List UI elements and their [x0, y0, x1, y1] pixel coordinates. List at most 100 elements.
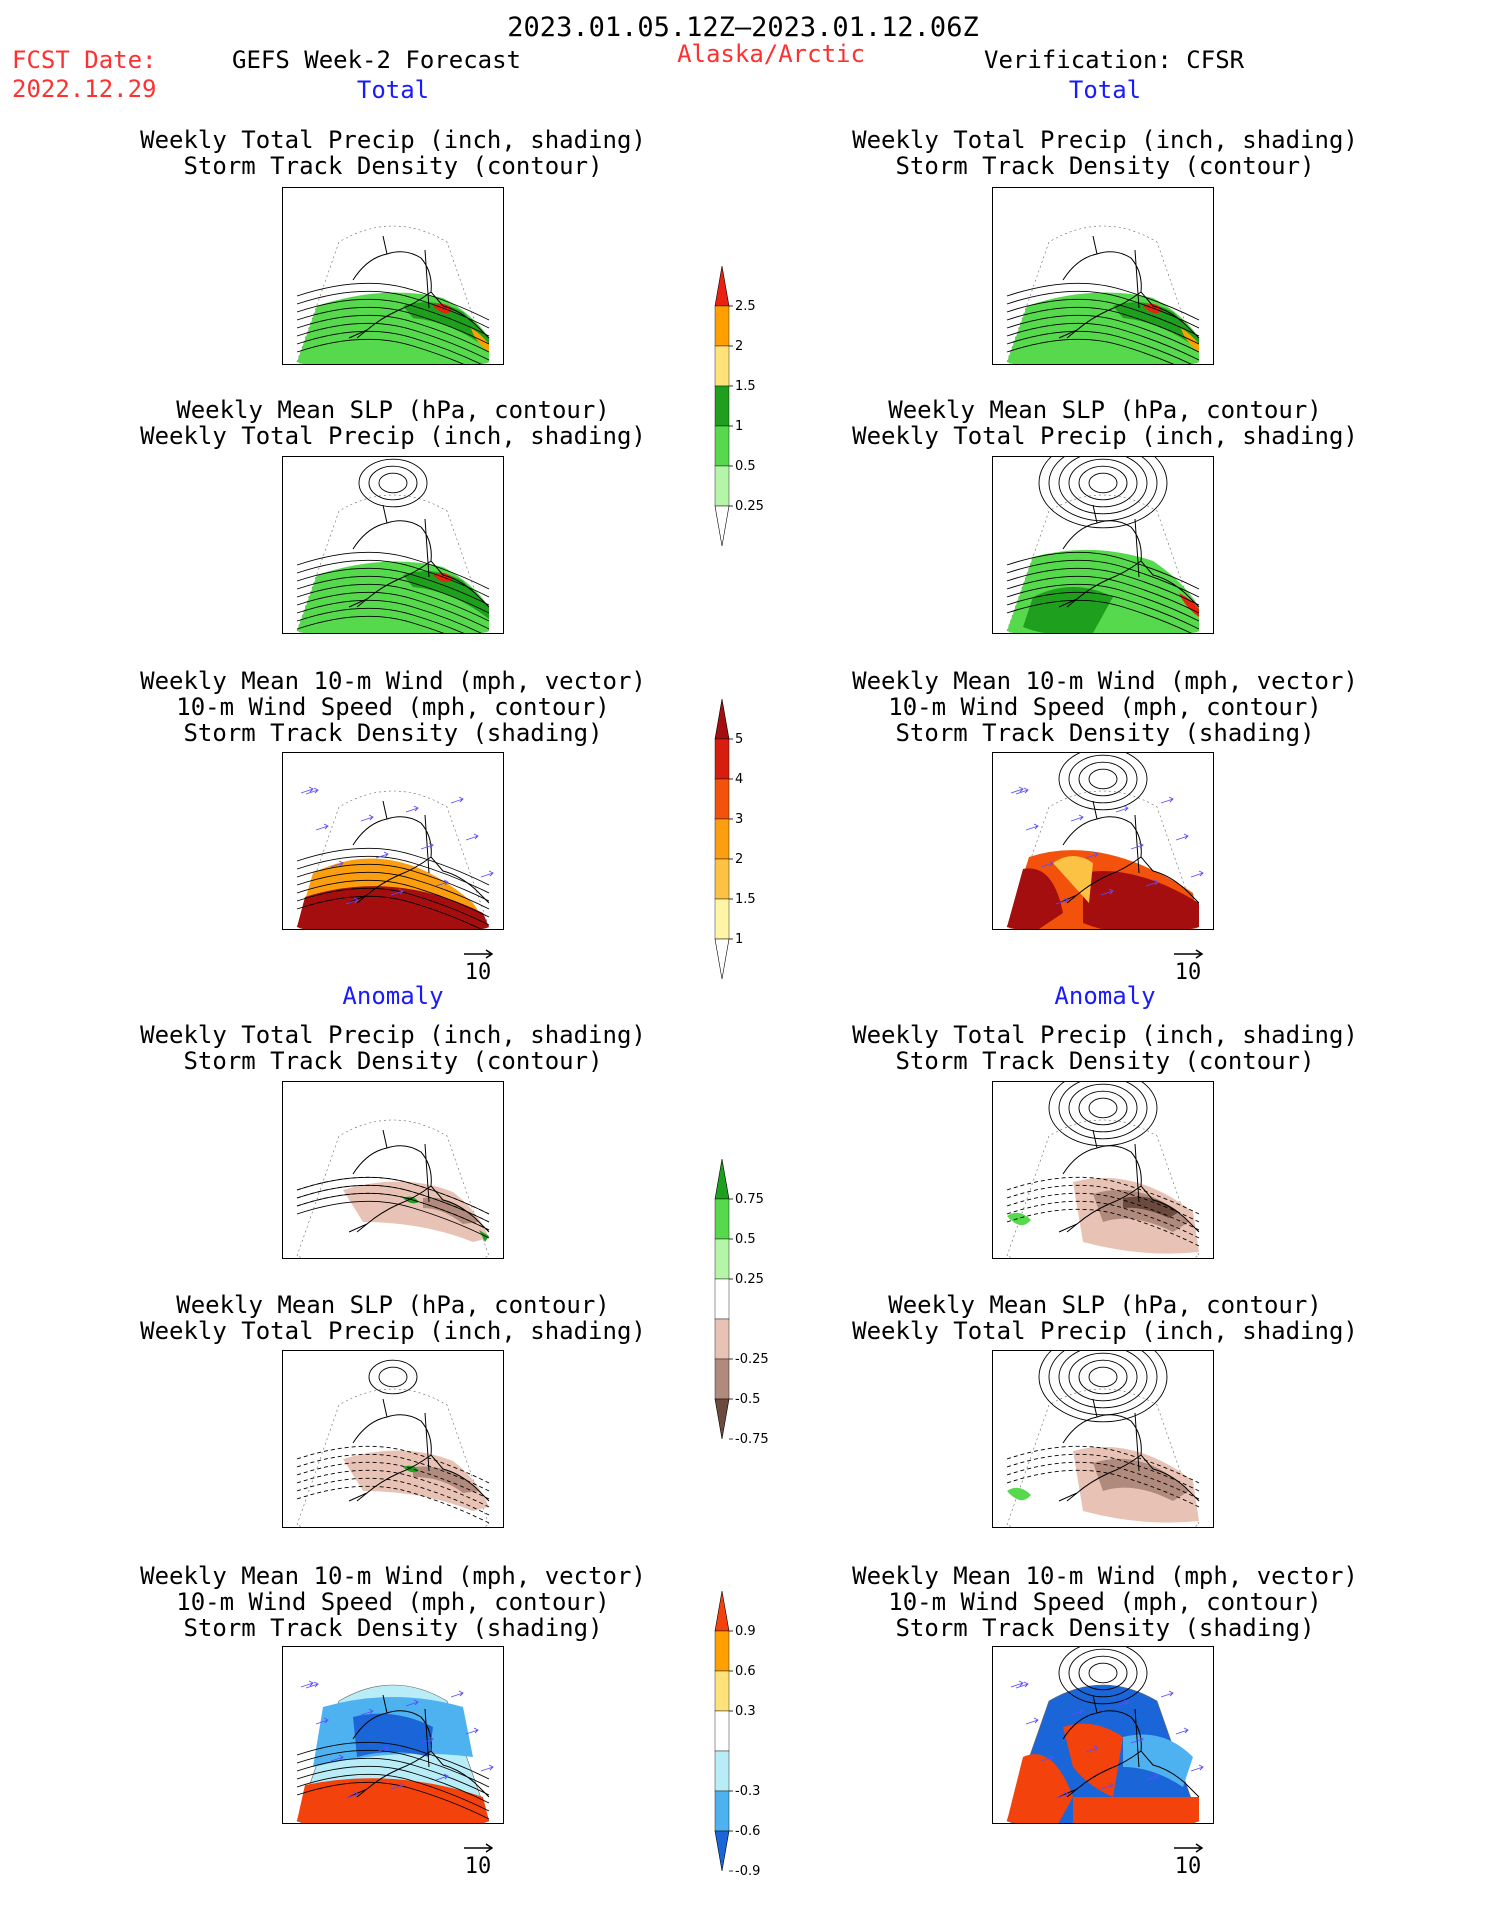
- panel-title-line: Weekly Total Precip (inch, shading): [140, 1021, 646, 1049]
- panel-title-line: 10-m Wind Speed (mph, contour): [888, 1588, 1322, 1616]
- colorbar-segment: [714, 425, 730, 467]
- map-graphic: [1006, 1647, 1204, 1823]
- colorbar-top-triangle: [714, 1158, 730, 1200]
- colorbar-label: 3: [735, 812, 743, 827]
- colorbar-label: 1: [735, 419, 743, 434]
- map-total-precip-storm-forecast: [282, 187, 504, 365]
- vector-reference-label: 10: [464, 1854, 492, 1879]
- vector-reference-label: 10: [1174, 1854, 1202, 1879]
- verification-title: Verification: CFSR: [984, 46, 1245, 74]
- panel-title-line: Weekly Total Precip (inch, shading): [140, 422, 646, 450]
- map-total-wind-storm-forecast: [282, 752, 504, 930]
- colorbar-top-triangle: [714, 698, 730, 740]
- colorbar-segment: [714, 738, 730, 780]
- colorbar-label: 0.5: [735, 1232, 756, 1247]
- colorbar-label: 2: [735, 339, 743, 354]
- colorbar-bottom-triangle: [714, 505, 730, 547]
- colorbar-label: 0.6: [735, 1664, 756, 1679]
- panel-title-line: Weekly Mean SLP (hPa, contour): [176, 396, 610, 424]
- colorbar-segment: [714, 1318, 730, 1360]
- vector-reference-arrow-icon: [464, 1843, 494, 1853]
- colorbar-label: -0.6: [735, 1824, 760, 1839]
- colorbar-segment: [714, 858, 730, 900]
- vector-reference-label: 10: [464, 960, 492, 985]
- colorbar-segment: [714, 465, 730, 507]
- panel-title-line: Storm Track Density (shading): [183, 1614, 603, 1642]
- map-graphic: [296, 786, 494, 929]
- colorbar-label: 2.5: [735, 299, 756, 314]
- colorbar-segment: [714, 385, 730, 427]
- colorbar-total-precip: 2.5 2 1.5 1 0.5 0.25: [714, 265, 785, 555]
- panel-title-line: Weekly Mean 10-m Wind (mph, vector): [140, 667, 646, 695]
- panel-title-line: Weekly Total Precip (inch, shading): [852, 1317, 1358, 1345]
- map-anomaly-precip-storm-forecast: [282, 1081, 504, 1259]
- panel-title-line: Storm Track Density (contour): [183, 1047, 603, 1075]
- panel-title-line: Storm Track Density (contour): [895, 1047, 1315, 1075]
- colorbar-label: 1.5: [735, 892, 756, 907]
- colorbar-total-storm: 5 4 3 2 1.5 1: [714, 698, 785, 988]
- colorbar-segment: [714, 818, 730, 860]
- colorbar-top-triangle: [714, 265, 730, 307]
- panel-title-line: Storm Track Density (shading): [183, 719, 603, 747]
- panel-title-line: Storm Track Density (shading): [895, 1614, 1315, 1642]
- colorbar-label: -0.75: [735, 1432, 769, 1447]
- map-anomaly-slp-precip-forecast: [282, 1350, 504, 1528]
- colorbar-segment: [714, 345, 730, 387]
- panel-title-line: Weekly Mean 10-m Wind (mph, vector): [852, 667, 1358, 695]
- panel-title-line: Weekly Mean 10-m Wind (mph, vector): [852, 1562, 1358, 1590]
- colorbar-bottom-triangle: [714, 938, 730, 980]
- map-total-slp-precip-verification: [992, 456, 1214, 634]
- map-total-wind-storm-verification: [992, 752, 1214, 930]
- colorbar-bottom-triangle: [714, 1398, 730, 1440]
- vector-reference-arrow-icon: [1174, 949, 1204, 959]
- colorbar-segment: [714, 898, 730, 940]
- colorbar-anomaly-storm: 0.9 0.6 0.3 -0.3 -0.6 -0.9: [714, 1590, 785, 1880]
- colorbar-label: 1.5: [735, 379, 756, 394]
- colorbar-label: 0.25: [735, 499, 764, 514]
- panel-title-line: Weekly Total Precip (inch, shading): [140, 1317, 646, 1345]
- map-graphic: [1006, 457, 1200, 633]
- vector-reference-arrow-icon: [1174, 1843, 1204, 1853]
- panel-title-line: 10-m Wind Speed (mph, contour): [176, 1588, 610, 1616]
- panel-title-line: 10-m Wind Speed (mph, contour): [888, 693, 1322, 721]
- model-title: GEFS Week-2 Forecast: [232, 46, 521, 74]
- fcst-date-label: FCST Date:: [12, 46, 157, 74]
- map-anomaly-precip-storm-verification: [992, 1081, 1214, 1259]
- section-anomaly-right: Anomaly: [1054, 982, 1156, 1010]
- colorbar-label: 0.9: [735, 1624, 756, 1639]
- colorbar-segment: [714, 1278, 730, 1320]
- colorbar-segment: [714, 1710, 730, 1752]
- map-graphic: [1006, 1082, 1200, 1258]
- colorbar-segment: [714, 1198, 730, 1240]
- colorbar-label: 0.5: [735, 459, 756, 474]
- map-graphic: [296, 1119, 490, 1258]
- vector-reference-label: 10: [1174, 960, 1202, 985]
- panel-title-line: Weekly Mean SLP (hPa, contour): [888, 396, 1322, 424]
- colorbar-segment: [714, 1750, 730, 1792]
- panel-title-line: Weekly Mean 10-m Wind (mph, vector): [140, 1562, 646, 1590]
- map-anomaly-wind-storm-forecast: [282, 1646, 504, 1824]
- colorbar-label: 2: [735, 852, 743, 867]
- panel-title-line: Weekly Total Precip (inch, shading): [852, 126, 1358, 154]
- colorbar-label: -0.25: [735, 1352, 769, 1367]
- colorbar-label: 4: [735, 772, 743, 787]
- panel-title-line: Weekly Total Precip (inch, shading): [140, 126, 646, 154]
- colorbar-label: -0.3: [735, 1784, 760, 1799]
- colorbar-label: 1: [735, 932, 743, 947]
- map-graphic: [296, 458, 490, 633]
- map-total-slp-precip-forecast: [282, 456, 504, 634]
- map-graphic: [1006, 1351, 1200, 1527]
- panel-title-line: Storm Track Density (contour): [183, 152, 603, 180]
- vector-reference-arrow-icon: [464, 949, 494, 959]
- fcst-date-value: 2022.12.29: [12, 75, 157, 103]
- map-graphic: [1006, 753, 1204, 929]
- colorbar-segment: [714, 1238, 730, 1280]
- colorbar-label: 0.75: [735, 1192, 764, 1207]
- map-graphic: [296, 225, 490, 364]
- panel-title-line: Weekly Total Precip (inch, shading): [852, 422, 1358, 450]
- colorbar-label: -0.5: [735, 1392, 760, 1407]
- colorbar-segment: [714, 1790, 730, 1832]
- colorbar-segment: [714, 1670, 730, 1712]
- colorbar-label: -0.9: [735, 1864, 760, 1879]
- section-anomaly-left: Anomaly: [342, 982, 444, 1010]
